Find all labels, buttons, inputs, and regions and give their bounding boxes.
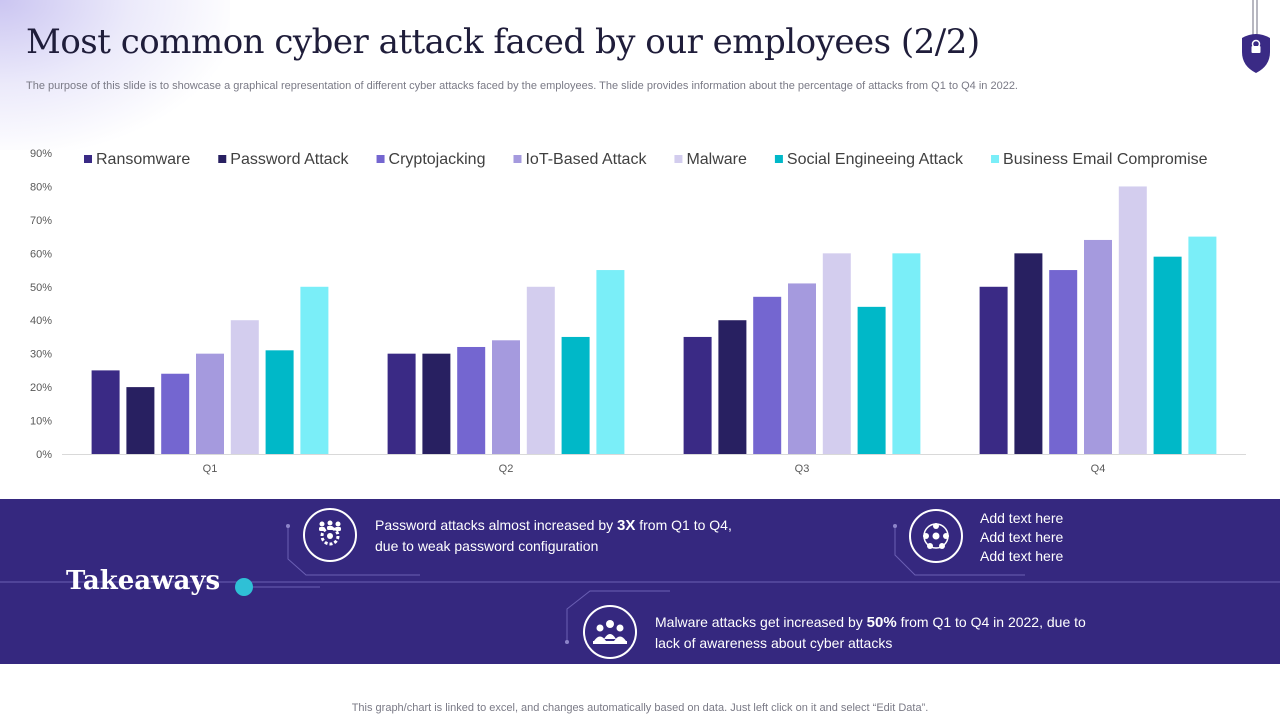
bar: [230, 320, 259, 454]
connector-lines: [0, 524, 1280, 644]
legend-label: Cryptojacking: [389, 151, 486, 168]
placeholder-line-3: Add text here: [980, 548, 1064, 564]
legend-label: Password Attack: [230, 151, 349, 168]
bar-chart: 0% 10% 20% 30% 40% 50% 60% 70% 80% 90% Q1 Q2 Q3 Q4 Ran…: [30, 148, 1246, 475]
takeaways-dot: [235, 578, 253, 596]
bar: [1014, 253, 1043, 454]
y-tick-label: 30%: [30, 349, 52, 361]
takeaways-band: Takeaways Password attacks almost increa…: [0, 499, 1280, 664]
takeaway-malware-text: Malware attacks get increased by: [655, 614, 867, 630]
bar: [596, 270, 625, 454]
y-tick-label: 10%: [30, 416, 52, 428]
legend-swatch: [774, 155, 783, 163]
takeaway-malware: Malware attacks get increased by 50% fro…: [655, 612, 1086, 653]
takeaway-password-line2: due to weak password configuration: [375, 538, 599, 554]
takeaway-malware-line2: lack of awareness about cyber attacks: [655, 635, 893, 651]
corner-gradient-decoration: [0, 0, 230, 150]
y-tick-label: 60%: [30, 248, 52, 260]
legend-swatch: [674, 155, 683, 163]
x-tick-label: Q2: [499, 463, 514, 475]
y-tick-label: 90%: [30, 148, 52, 160]
y-tick-label: 20%: [30, 382, 52, 394]
takeaway-malware-text-end: from Q1 to Q4 in 2022, due to: [896, 614, 1086, 630]
placeholder-line-1: Add text here: [980, 510, 1064, 526]
takeaway-password-text: Password attacks almost increased by: [375, 517, 617, 533]
bar: [492, 340, 520, 454]
takeaway-placeholder: Add text here Add text here Add text her…: [980, 509, 1063, 566]
bar: [857, 306, 886, 454]
shield-lock-icon: [1242, 0, 1270, 73]
bar: [422, 353, 451, 454]
page-subtitle: The purpose of this slide is to showcase…: [26, 80, 1018, 92]
takeaways-heading: Takeaways: [66, 566, 221, 596]
legend-swatch: [991, 155, 1000, 163]
bar: [1084, 239, 1112, 454]
legend-label: Business Email Compromise: [1003, 151, 1208, 168]
bar: [457, 346, 486, 454]
bar: [979, 286, 1008, 454]
legend-swatch: [84, 155, 92, 163]
placeholder-line-2: Add text here: [980, 529, 1064, 545]
legend-label: IoT-Based Attack: [525, 151, 647, 168]
legend-swatch: [376, 155, 385, 163]
x-tick-label: Q4: [1091, 463, 1106, 475]
y-tick-label: 50%: [30, 282, 52, 294]
takeaway-password-highlight: 3X: [617, 517, 636, 534]
y-tick-label: 40%: [30, 315, 52, 327]
bar: [91, 370, 120, 454]
bar: [1049, 270, 1078, 454]
page-title: Most common cyber attack faced by our em…: [26, 22, 980, 62]
legend-swatch: [513, 155, 522, 163]
bar: [161, 373, 190, 454]
x-tick-label: Q1: [203, 463, 218, 475]
bar: [1188, 236, 1217, 454]
bar: [1153, 256, 1182, 454]
takeaway-malware-highlight: 50%: [866, 614, 897, 631]
y-tick-label: 70%: [30, 215, 52, 227]
y-tick-label: 80%: [30, 181, 52, 193]
legend-label: Social Engineeing Attack: [787, 151, 964, 168]
footer-note: This graph/chart is linked to excel, and…: [351, 702, 929, 714]
team-gear-icon: [303, 508, 357, 562]
bar: [387, 353, 416, 454]
bar: [300, 286, 329, 454]
meeting-group-icon: [583, 605, 637, 659]
bar: [683, 336, 712, 454]
bar: [1118, 186, 1147, 454]
legend-swatch: [218, 155, 227, 163]
bar: [526, 286, 555, 454]
y-tick-label: 0%: [36, 449, 52, 461]
legend-label: Malware: [686, 151, 747, 168]
takeaway-password: Password attacks almost increased by 3X …: [375, 515, 732, 556]
bar: [822, 253, 851, 454]
legend-label: Ransomware: [96, 151, 190, 168]
bar: [265, 350, 294, 454]
bar: [718, 320, 747, 454]
bar: [196, 353, 224, 454]
bar: [753, 296, 782, 454]
bar: [126, 387, 155, 454]
x-tick-label: Q3: [795, 463, 810, 475]
bar: [788, 283, 816, 454]
takeaway-password-text-end: from Q1 to Q4,: [635, 517, 732, 533]
network-people-icon: [909, 509, 963, 563]
bar: [892, 253, 921, 454]
bar: [561, 336, 590, 454]
